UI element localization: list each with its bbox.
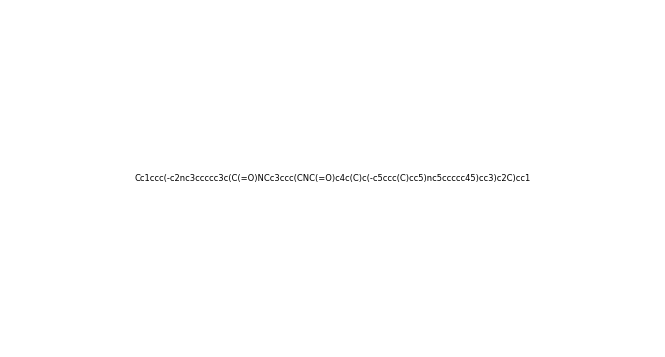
Text: Cc1ccc(-c2nc3ccccc3c(C(=O)NCc3ccc(CNC(=O)c4c(C)c(-c5ccc(C)cc5)nc5ccccc45)cc3)c2C: Cc1ccc(-c2nc3ccccc3c(C(=O)NCc3ccc(CNC(=O… bbox=[134, 174, 531, 183]
